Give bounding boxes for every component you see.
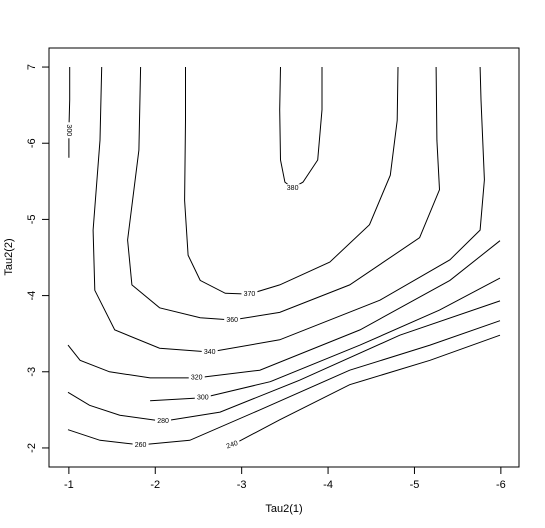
contour-line (279, 66, 323, 189)
contour-label: 340 (204, 349, 216, 356)
contour-label: 300 (65, 124, 72, 136)
contour-label-bg (224, 315, 241, 324)
contour-label: 360 (226, 317, 238, 324)
contour-label-bg (284, 184, 301, 193)
contour-label-bg (155, 417, 172, 426)
contour-line (231, 334, 501, 446)
contour-label-bg (194, 393, 211, 402)
contour-label: 320 (191, 375, 203, 382)
contour-line (127, 66, 441, 321)
y-tick-label: -6 (26, 138, 38, 148)
y-tick-label: 7 (26, 64, 38, 70)
x-tick-label: -4 (323, 479, 333, 491)
contour-label-bg (201, 347, 218, 356)
x-tick-label: -2 (150, 479, 160, 491)
contour-label: 370 (244, 291, 256, 298)
x-tick-label: -3 (237, 479, 247, 491)
y-tick-label: -5 (26, 215, 38, 225)
contour-label: 280 (157, 418, 169, 425)
y-axis-label: Tau2(2) (3, 238, 15, 275)
contour-label: 300 (197, 395, 209, 402)
contour-label-bg (64, 122, 73, 139)
contour-label: 240 (226, 440, 239, 451)
x-tick-label: -5 (410, 479, 420, 491)
x-axis-label: Tau2(1) (265, 503, 302, 515)
contour-line (67, 240, 501, 379)
x-tick-label: -6 (496, 479, 506, 491)
y-tick-label: -2 (26, 443, 38, 453)
contour-line (67, 300, 501, 422)
contour-label-bg (241, 290, 258, 299)
contour-label-bg (132, 440, 149, 449)
y-tick-label: -4 (26, 291, 38, 301)
plot-box (48, 47, 520, 468)
y-tick-label: -3 (26, 367, 38, 377)
contour-line (184, 66, 399, 295)
contour-label: 380 (287, 185, 299, 192)
x-tick-label: -1 (64, 479, 74, 491)
contour-label-bg (223, 438, 242, 452)
contour-line (68, 67, 71, 158)
contour-line (67, 320, 501, 446)
contour-line (92, 66, 485, 353)
contour-line (150, 277, 501, 402)
contour-label-bg (188, 373, 205, 382)
contour-label: 260 (135, 442, 147, 449)
